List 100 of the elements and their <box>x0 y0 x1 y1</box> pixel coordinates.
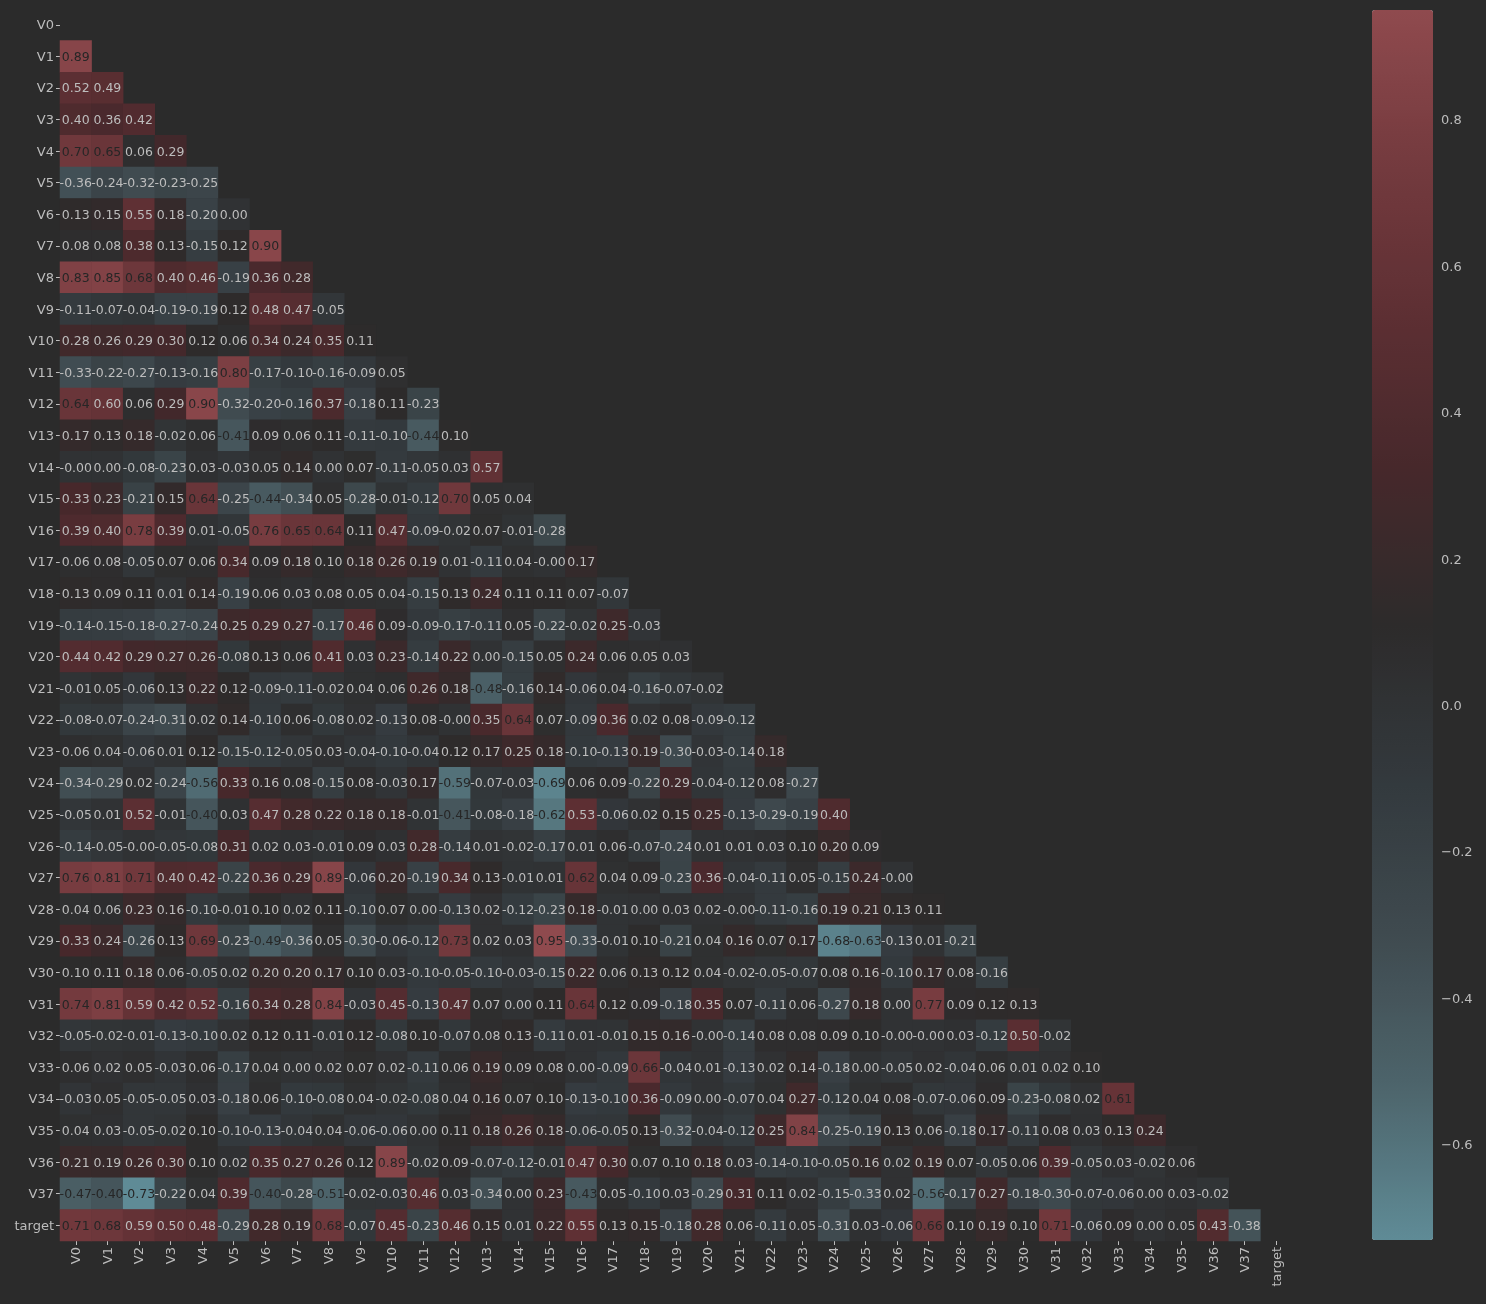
data-label: 0.28 <box>283 807 311 823</box>
data-label: -0.17 <box>249 364 282 380</box>
data-label: -0.10 <box>343 901 377 917</box>
data-label: 0.05 <box>535 649 564 665</box>
data-label: -0.06 <box>343 870 377 886</box>
data-label: 0.42 <box>125 112 153 128</box>
data-label: -0.56 <box>185 775 219 791</box>
data-label: 0.00 <box>693 1091 722 1107</box>
x-tick-label: V3 <box>163 1247 179 1265</box>
data-label: 0.05 <box>788 1217 817 1233</box>
data-label: 0.13 <box>472 870 501 886</box>
data-label: 0.49 <box>93 80 122 96</box>
data-label: -0.63 <box>849 933 882 949</box>
data-label: 0.78 <box>125 522 153 538</box>
data-label: -0.05 <box>1070 1154 1103 1170</box>
data-label: -0.56 <box>912 1186 945 1202</box>
data-label: 0.05 <box>504 617 532 633</box>
data-label: 0.26 <box>409 680 438 696</box>
data-label: -0.15 <box>91 617 124 633</box>
data-label: 0.02 <box>314 1059 343 1075</box>
data-label: 0.18 <box>156 206 185 222</box>
data-label: 0.39 <box>156 522 185 538</box>
data-label: -0.14 <box>754 1154 787 1170</box>
data-label: 0.06 <box>977 1059 1006 1075</box>
data-label: 0.04 <box>851 1091 880 1107</box>
data-label: -0.05 <box>59 1028 92 1044</box>
data-label: -0.15 <box>407 585 440 601</box>
data-label: 0.64 <box>188 491 217 507</box>
data-label: -0.14 <box>407 649 440 665</box>
data-label: 0.05 <box>472 491 501 507</box>
data-label: -0.18 <box>343 396 377 412</box>
data-label: 0.24 <box>283 333 311 349</box>
data-label: 0.00 <box>1135 1186 1164 1202</box>
data-label: -0.62 <box>533 807 566 823</box>
data-label: 0.44 <box>61 649 90 665</box>
data-label: 0.33 <box>219 775 248 791</box>
data-label: 0.11 <box>314 427 343 443</box>
data-label: 0.23 <box>125 901 153 917</box>
data-label: -0.27 <box>817 996 851 1012</box>
data-label: 0.06 <box>61 743 90 759</box>
data-label: 0.25 <box>693 807 722 823</box>
data-label: 0.11 <box>283 1028 311 1044</box>
data-label: -0.06 <box>122 743 156 759</box>
data-label: 0.10 <box>946 1217 975 1233</box>
data-label: 0.00 <box>567 1059 596 1075</box>
data-label: 0.19 <box>630 743 659 759</box>
data-label: 0.21 <box>851 901 880 917</box>
data-label: -0.11 <box>533 1028 566 1044</box>
x-tick-label: V20 <box>700 1247 716 1273</box>
y-tick-label: V10 <box>28 333 54 349</box>
data-label: 0.04 <box>598 680 627 696</box>
data-label: 0.09 <box>946 996 975 1012</box>
data-label: -0.05 <box>975 1154 1009 1170</box>
data-label: -0.05 <box>280 743 314 759</box>
data-label: -0.02 <box>691 680 724 696</box>
data-label: 0.81 <box>93 996 122 1012</box>
data-label: 0.06 <box>598 649 627 665</box>
data-label: 0.14 <box>788 1059 817 1075</box>
data-label: 0.07 <box>567 585 596 601</box>
data-label: -0.10 <box>280 1091 314 1107</box>
data-label: 0.26 <box>377 554 406 570</box>
data-label: 0.17 <box>567 554 596 570</box>
data-label: 0.36 <box>693 870 722 886</box>
data-label: 0.27 <box>283 617 311 633</box>
data-label: -0.08 <box>470 807 503 823</box>
data-label: -0.05 <box>122 554 156 570</box>
data-label: 0.01 <box>188 522 217 538</box>
data-label: 0.03 <box>662 649 690 665</box>
data-label: 0.06 <box>125 396 153 412</box>
data-label: -0.14 <box>59 617 93 633</box>
data-label: 0.04 <box>251 1059 280 1075</box>
data-label: -0.05 <box>91 838 124 854</box>
data-label: -0.11 <box>375 459 408 475</box>
data-label: 0.11 <box>440 1122 469 1138</box>
data-label: 0.06 <box>219 333 248 349</box>
data-label: -0.24 <box>91 175 124 191</box>
data-label: 0.00 <box>409 901 438 917</box>
x-tick-label: V14 <box>510 1247 526 1273</box>
data-label: 0.08 <box>409 712 438 728</box>
data-label: 0.57 <box>472 459 501 475</box>
y-tick-label: V24 <box>28 775 54 791</box>
data-label: -0.12 <box>501 1154 535 1170</box>
data-label: -0.01 <box>596 1028 629 1044</box>
data-label: 0.13 <box>883 1122 912 1138</box>
data-label: -0.16 <box>185 364 219 380</box>
data-label: 0.08 <box>535 1059 564 1075</box>
x-tick-label: V21 <box>731 1247 747 1273</box>
data-label: 0.09 <box>251 427 280 443</box>
data-label: 0.06 <box>125 143 153 159</box>
data-label: -0.16 <box>217 996 250 1012</box>
data-label: 0.41 <box>314 649 343 665</box>
data-label: 0.19 <box>409 554 438 570</box>
data-label: 0.20 <box>283 964 311 980</box>
data-label: 0.08 <box>883 1091 912 1107</box>
data-label: 0.71 <box>61 1217 90 1233</box>
data-label: -0.27 <box>786 775 819 791</box>
data-label: -0.17 <box>217 1059 250 1075</box>
x-tick-label: V7 <box>289 1247 305 1265</box>
y-tick-label: V19 <box>28 617 54 633</box>
data-label: 0.24 <box>472 585 501 601</box>
